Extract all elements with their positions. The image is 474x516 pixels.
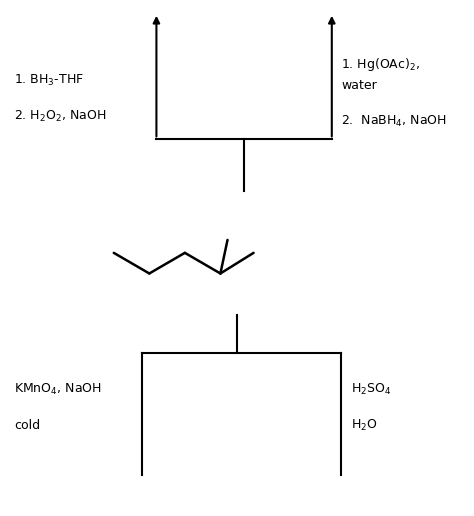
- Text: H$_2$SO$_4$: H$_2$SO$_4$: [351, 382, 391, 397]
- Text: cold: cold: [14, 419, 40, 432]
- Text: 2. H$_2$O$_2$, NaOH: 2. H$_2$O$_2$, NaOH: [14, 108, 107, 124]
- Text: 1. Hg(OAc)$_2$,: 1. Hg(OAc)$_2$,: [341, 56, 420, 73]
- Text: 1. BH$_3$-THF: 1. BH$_3$-THF: [14, 72, 84, 88]
- Text: 2.  NaBH$_4$, NaOH: 2. NaBH$_4$, NaOH: [341, 114, 447, 129]
- Text: KMnO$_4$, NaOH: KMnO$_4$, NaOH: [14, 382, 102, 397]
- Text: water: water: [341, 78, 377, 92]
- Text: H$_2$O: H$_2$O: [351, 418, 377, 433]
